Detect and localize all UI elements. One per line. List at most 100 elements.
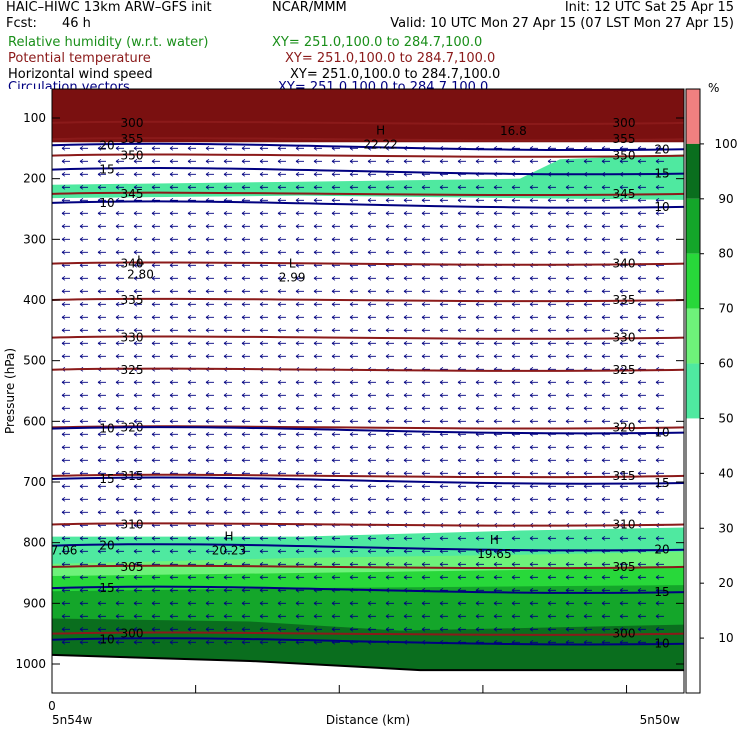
wind-vector <box>259 484 268 489</box>
wind-vector <box>205 432 214 437</box>
wind-vector <box>295 341 304 346</box>
wind-vector <box>403 328 412 333</box>
wind-vector <box>295 497 304 502</box>
wind-vector <box>439 289 448 294</box>
wind-vector <box>601 471 610 476</box>
wind-vector <box>241 250 250 255</box>
wind-vector <box>313 549 322 554</box>
wind-vector <box>565 250 574 255</box>
wind-vector <box>547 315 556 320</box>
wind-vector <box>205 458 214 463</box>
wind-vector <box>133 263 142 268</box>
wind-vector <box>385 484 394 489</box>
wind-vector <box>61 484 70 489</box>
wind-vector <box>385 536 394 541</box>
wind-vector <box>619 536 628 541</box>
wind-vector <box>79 354 88 359</box>
wind-vector <box>349 315 358 320</box>
wind-vector <box>61 419 70 424</box>
wind-vector <box>367 497 376 502</box>
rh-fill-below-ground <box>52 654 684 693</box>
wind-vector <box>637 471 646 476</box>
wind-vector <box>133 354 142 359</box>
wind-vector <box>223 185 232 190</box>
wind-vector <box>133 575 142 580</box>
wind-vector <box>133 159 142 164</box>
wind-vector <box>133 315 142 320</box>
wind-vector <box>385 224 394 229</box>
extremum-marker: L <box>289 257 296 271</box>
wind-vector <box>133 627 142 632</box>
wind-contour-label: 10 <box>654 200 669 214</box>
wind-vector <box>205 211 214 216</box>
wind-vector <box>637 406 646 411</box>
wind-vector <box>223 588 232 593</box>
colorbar-band <box>686 198 700 254</box>
wind-vector <box>241 185 250 190</box>
wind-vector <box>385 172 394 177</box>
wind-vector <box>187 601 196 606</box>
wind-vector <box>295 198 304 203</box>
wind-vector <box>619 328 628 333</box>
wind-vector <box>655 185 664 190</box>
wind-vector <box>439 614 448 619</box>
wind-vector <box>223 419 232 424</box>
wind-vector <box>565 315 574 320</box>
wind-vector <box>241 237 250 242</box>
wind-vector <box>439 224 448 229</box>
wind-vector <box>151 224 160 229</box>
colorbar-frame <box>685 88 701 694</box>
wind-vector <box>241 588 250 593</box>
wind-vector <box>277 640 286 645</box>
wind-vector <box>367 276 376 281</box>
wind-vector <box>637 289 646 294</box>
theta-contour-line <box>51 137 685 142</box>
wind-vector <box>151 497 160 502</box>
wind-vector <box>169 302 178 307</box>
wind-vector <box>619 614 628 619</box>
wind-vector <box>475 289 484 294</box>
wind-vector <box>277 601 286 606</box>
wind-vector <box>601 393 610 398</box>
wind-vector <box>97 185 106 190</box>
wind-vector <box>187 159 196 164</box>
wind-vector <box>295 458 304 463</box>
wind-vector <box>331 224 340 229</box>
wind-vector <box>493 445 502 450</box>
wind-vector <box>565 211 574 216</box>
wind-vector <box>295 510 304 515</box>
wind-vector <box>277 380 286 385</box>
wind-vector <box>439 185 448 190</box>
wind-vector <box>529 497 538 502</box>
theta-contour-line <box>51 564 685 570</box>
wind-vector <box>205 419 214 424</box>
theta-contour-label: 310 <box>121 517 144 531</box>
colorbar-tick-label: 40 <box>718 466 733 480</box>
wind-vector <box>349 302 358 307</box>
wind-vector <box>205 497 214 502</box>
wind-vector <box>349 354 358 359</box>
wind-vector <box>151 484 160 489</box>
wind-vector <box>331 627 340 632</box>
wind-vector <box>133 432 142 437</box>
wind-vector <box>601 211 610 216</box>
wind-vector <box>115 328 124 333</box>
wind-vector <box>223 536 232 541</box>
wind-vector <box>205 354 214 359</box>
colorbar-tick-label: 50 <box>718 411 733 425</box>
wind-vector <box>331 497 340 502</box>
wind-vector <box>169 211 178 216</box>
wind-vector <box>421 549 430 554</box>
wind-vector <box>115 172 124 177</box>
wind-vector <box>547 198 556 203</box>
wind-vector <box>457 211 466 216</box>
wind-vector <box>169 432 178 437</box>
wind-vector <box>601 562 610 567</box>
x-right-label: 5n50w <box>640 713 681 727</box>
wind-vector <box>385 237 394 242</box>
wind-vector <box>169 601 178 606</box>
wind-vector <box>583 575 592 580</box>
wind-vector <box>493 471 502 476</box>
wind-vector <box>133 640 142 645</box>
